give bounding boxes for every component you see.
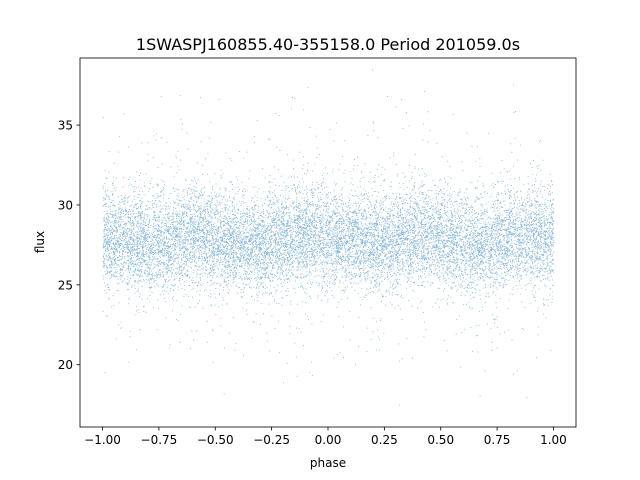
y-axis-label: flux [33, 231, 47, 253]
x-axis-label: phase [310, 456, 346, 470]
y-tick-label: 20 [58, 358, 73, 372]
x-tick-label: −1.00 [84, 433, 121, 447]
x-tick-label: 0.00 [315, 433, 342, 447]
x-tick-label: −0.50 [197, 433, 234, 447]
y-tick-label: 35 [58, 119, 73, 133]
y-tick-label: 25 [58, 278, 73, 292]
x-tick-label: 0.25 [371, 433, 398, 447]
x-axis: −1.00 −0.75 −0.50 −0.25 0.00 0.25 0.50 0.75 1.00 [84, 427, 567, 447]
scatter-points [102, 69, 555, 406]
x-tick-label: 1.00 [540, 433, 567, 447]
x-tick-label: −0.25 [253, 433, 290, 447]
y-tick-label: 30 [58, 198, 73, 212]
y-axis: 20 25 30 35 [58, 119, 80, 372]
x-tick-label: 0.75 [484, 433, 511, 447]
x-tick-label: 0.50 [427, 433, 454, 447]
chart-title: 1SWASPJ160855.40-355158.0 Period 201059.… [136, 35, 520, 54]
data-points [102, 69, 555, 406]
x-tick-label: −0.75 [141, 433, 178, 447]
